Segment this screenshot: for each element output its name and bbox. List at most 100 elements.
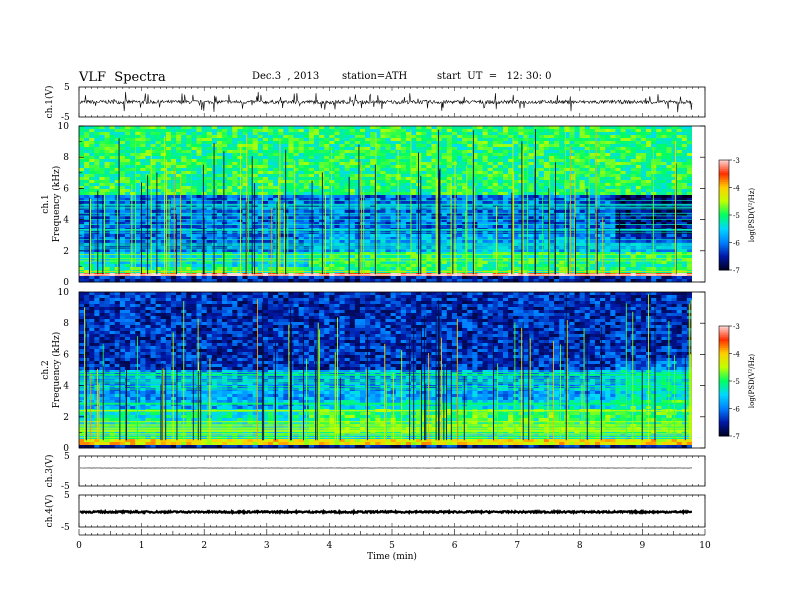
spectrogram-cell [405, 165, 412, 169]
spectrogram-cell [89, 186, 95, 190]
spectrogram-cell [671, 219, 678, 223]
spectrogram-cell [206, 183, 213, 187]
spectrogram-cell [252, 210, 259, 214]
spectrogram-cell [288, 153, 294, 157]
spectrogram-cell [569, 171, 575, 175]
spectrogram-cell [513, 183, 519, 187]
spectrogram-cell [492, 168, 499, 172]
spectrogram-cell [227, 153, 233, 157]
spectrogram-cell [176, 186, 182, 190]
spectrogram-cell [324, 225, 330, 229]
spectrogram-cell [140, 234, 146, 238]
spectrogram-cell [349, 165, 356, 169]
spectrogram-cell [513, 132, 519, 136]
spectrogram-cell [170, 168, 177, 172]
spectrogram-cell [589, 168, 596, 172]
spectrogram-cell [385, 147, 392, 151]
spectrogram-cell [640, 135, 647, 139]
spectrogram-cell [467, 174, 473, 178]
spectrogram-cell [247, 135, 254, 139]
spectrogram-cell [354, 186, 361, 190]
spectrogram-cell [339, 186, 346, 190]
spectrogram-cell [446, 132, 453, 136]
spectrogram-cell [686, 180, 693, 184]
spectrogram-cell [640, 153, 647, 157]
spectrogram-cell [232, 177, 238, 181]
spectrogram-cell [431, 138, 437, 142]
spectrogram-cell [222, 216, 228, 220]
spectrogram-cell [666, 201, 672, 205]
spectrogram-cell [150, 225, 157, 229]
spectrogram-cell [170, 177, 177, 181]
spectrogram-cell [334, 225, 340, 229]
spectrogram-cell [119, 129, 126, 133]
spectrogram-cell [411, 192, 417, 196]
spectrogram-cell [196, 177, 202, 181]
spectrogram-cell [446, 180, 453, 184]
spectrogram-cell [257, 210, 264, 214]
spectrogram-cell [273, 144, 279, 148]
spectrogram-cell [681, 168, 688, 172]
spectrogram-cell [482, 192, 489, 196]
spectrogram-cell [559, 144, 565, 148]
spectrogram-cell [104, 156, 111, 160]
spectrogram-cell [416, 141, 422, 145]
spectrogram-cell [349, 180, 356, 184]
spectrogram-cell [436, 156, 443, 160]
spectrogram-cell [334, 201, 340, 205]
spectrogram-cell [227, 195, 233, 199]
spectrogram-cell [559, 222, 565, 226]
spectrogram-cell [492, 132, 499, 136]
spectrogram-cell [334, 183, 340, 187]
spectrogram-cell [574, 174, 581, 178]
spectrogram-cell [605, 153, 611, 157]
spectrogram-cell [124, 180, 131, 184]
spectrogram-cell [600, 210, 606, 214]
spectrogram-cell [620, 138, 626, 142]
spectrogram-cell [354, 156, 361, 160]
spectrogram-cell [523, 216, 529, 220]
spectrogram-cell [554, 168, 560, 172]
spectrogram-cell [615, 150, 621, 154]
spectrogram-cell [518, 174, 524, 178]
spectrogram-cell [319, 165, 325, 169]
spectrogram-cell [79, 138, 85, 142]
spectrogram-cell [242, 216, 248, 220]
spectrogram-cell [252, 174, 259, 178]
spectrogram-cell [513, 147, 519, 151]
spectrogram-cell [145, 132, 151, 136]
spectrogram-cell [329, 126, 335, 130]
spectrogram-cell [610, 189, 616, 193]
spectrogram-cell [119, 180, 126, 184]
spectrogram-cell [666, 225, 672, 229]
spectrogram-cell [359, 138, 366, 142]
spectrogram-cell [513, 144, 519, 148]
spectrogram-cell [538, 201, 545, 205]
spectrogram-cell [339, 150, 346, 154]
spectrogram-cell [620, 210, 626, 214]
spectrogram-cell [487, 171, 494, 175]
spectrogram-cell [533, 213, 540, 217]
spectrogram-cell [135, 132, 141, 136]
spectrogram-cell [523, 168, 529, 172]
spectrogram-cell [349, 177, 356, 181]
spectrogram-cell [206, 192, 213, 196]
spectrogram-cell [109, 222, 116, 226]
spectrogram-cell [375, 213, 381, 217]
spectrogram-cell [390, 201, 397, 205]
spectrogram-cell [502, 174, 509, 178]
spectrogram-cell [605, 132, 611, 136]
spectrogram-cell [589, 153, 596, 157]
spectrogram-cell [411, 144, 417, 148]
spectrogram-cell [222, 192, 228, 196]
spectrogram-cell [150, 162, 157, 166]
spectrogram-cell [140, 222, 146, 226]
spectrogram-cell [247, 216, 254, 220]
spectrogram-cell [579, 219, 586, 223]
spectrogram-cell [477, 141, 483, 145]
spectrogram-cell [477, 180, 483, 184]
spectrogram-cell [528, 162, 535, 166]
spectrogram-cell [441, 141, 448, 145]
spectrogram-cell [242, 147, 248, 151]
spectrogram-cell [646, 165, 652, 169]
